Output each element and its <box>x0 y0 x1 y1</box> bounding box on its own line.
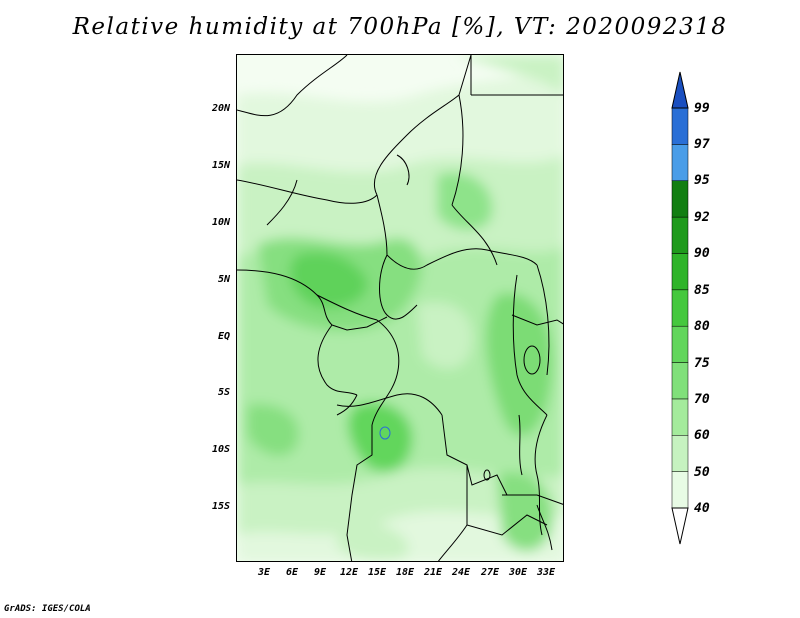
country-borders <box>237 55 563 561</box>
colorbar-band <box>671 471 689 509</box>
lat-label-15s: 15S <box>211 501 230 512</box>
lat-label-eq: EQ <box>217 331 230 342</box>
lat-label-10n: 10N <box>211 217 230 228</box>
colorbar <box>671 71 689 545</box>
colorbar-label-85: 85 <box>694 283 710 298</box>
colorbar-band <box>671 216 689 254</box>
lon-label-24e: 24E <box>451 567 471 578</box>
lon-label-15e: 15E <box>367 567 387 578</box>
lat-label-10s: 10S <box>211 444 230 455</box>
colorbar-band <box>671 253 689 291</box>
colorbar-band <box>671 435 689 472</box>
colorbar-label-92: 92 <box>694 210 710 225</box>
lat-label-5n: 5N <box>217 274 230 285</box>
colorbar-band <box>671 362 689 400</box>
colorbar-band <box>671 325 689 363</box>
lon-label-12e: 12E <box>339 567 359 578</box>
colorbar-label-50: 50 <box>694 465 710 480</box>
colorbar-label-99: 99 <box>694 101 710 116</box>
humidity-field <box>237 55 563 561</box>
lon-label-27e: 27E <box>480 567 500 578</box>
lon-label-21e: 21E <box>423 567 443 578</box>
lon-label-9e: 9E <box>313 567 327 578</box>
map-title: Relative humidity at 700hPa [%], VT: 202… <box>72 14 728 40</box>
colorbar-label-95: 95 <box>694 173 710 188</box>
colorbar-label-90: 90 <box>694 246 710 261</box>
lon-label-30e: 30E <box>508 567 528 578</box>
lakes <box>483 345 553 551</box>
colorbar-label-40: 40 <box>694 501 710 516</box>
colorbar-label-70: 70 <box>694 392 710 407</box>
lat-label-15n: 15N <box>211 160 230 171</box>
lat-label-20n: 20N <box>211 103 230 114</box>
credit-text: GrADS: IGES/COLA <box>4 604 91 614</box>
colorbar-band <box>671 398 689 436</box>
colorbar-label-75: 75 <box>694 356 710 371</box>
lat-label-5s: 5S <box>217 387 230 398</box>
map-plot-area <box>236 54 564 562</box>
colorbar-band <box>671 107 689 145</box>
colorbar-band <box>671 289 689 327</box>
lon-label-3e: 3E <box>257 567 271 578</box>
colorbar-label-80: 80 <box>694 319 710 334</box>
lon-label-6e: 6E <box>285 567 299 578</box>
colorbar-label-97: 97 <box>694 137 710 152</box>
colorbar-band <box>671 144 689 181</box>
colorbar-label-60: 60 <box>694 428 710 443</box>
colorbar-band <box>671 180 689 218</box>
lon-label-33e: 33E <box>536 567 556 578</box>
lon-label-18e: 18E <box>395 567 415 578</box>
